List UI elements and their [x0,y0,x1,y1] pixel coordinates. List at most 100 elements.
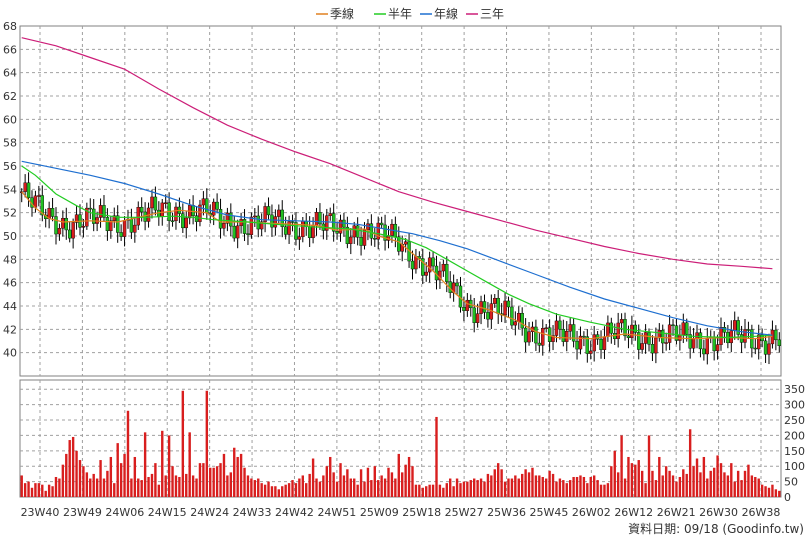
candle-body [150,196,154,209]
candle-body [64,218,68,231]
volume-tick-label: 0 [784,491,791,504]
candle-body [225,212,230,224]
candle-body [352,225,356,238]
price-tick-label: 44 [3,300,17,313]
volume-bar [301,475,305,497]
volume-bar [438,484,442,497]
price-axis: 40 42 44 46 48 50 52 54 56 58 60 62 64 66 68 [3,20,17,360]
volume-bar [253,480,257,497]
volume-bar [760,484,764,497]
price-tick-label: 42 [3,323,17,336]
candle-body [551,335,555,342]
candle-body [266,206,271,216]
volume-bar [740,480,743,497]
volume-bar [322,475,325,497]
volume-bar [767,487,771,497]
candle-body [129,218,134,233]
volume-frame [19,379,782,498]
volume-bar [239,453,243,497]
volume-bar [531,467,534,497]
volume-bar [34,483,37,497]
candle-body [599,338,603,350]
candle-body [496,297,500,314]
candle-body [345,226,350,244]
candle-body [719,327,723,345]
candle-body [235,225,240,239]
volume-bar [479,478,483,497]
candle-body [575,340,579,350]
candle-body [438,270,442,281]
volume-bar [226,475,229,497]
volume-bar [757,478,760,497]
volume-bar [616,472,620,497]
volume-bar [119,463,123,497]
volume-bar [41,484,44,497]
volume-bar [394,478,397,497]
volume-bar [349,478,352,497]
candle-body [763,340,768,355]
x-tick-label: 26W38 [742,506,781,519]
candle-body [376,222,380,240]
candle-body [184,217,188,229]
candle-body [674,325,679,341]
candle-body [698,332,703,350]
candle-body [249,216,254,235]
volume-bar [284,484,287,497]
volume-bar [185,473,188,497]
x-tick-label: 24W33 [233,506,272,519]
volume-bar [435,416,438,497]
volume-tick-label: 50 [784,476,798,489]
volume-bar [243,467,246,497]
candle-body [544,327,548,329]
volume-bar [20,475,23,497]
candle-body [33,195,38,208]
volume-bar [637,460,640,497]
volume-bar [85,472,89,497]
price-tick-label: 52 [3,207,17,220]
volume-bar [678,476,682,497]
volume-bar [65,453,68,497]
x-tick-label: 26W02 [572,506,611,519]
volume-bar [736,470,740,497]
volume-bar [380,475,383,497]
volume-bar [764,486,767,497]
candle-body [253,215,257,218]
price-tick-label: 68 [3,20,17,33]
volume-bar [30,487,34,497]
candle-body [136,207,140,226]
volume-bar [27,481,30,497]
candle-body [307,226,312,239]
volume-bar [267,481,270,497]
volume-bar [257,478,260,497]
candle-body [623,319,627,337]
candle-body [349,236,353,244]
candle-body [287,221,291,235]
price-tick-label: 58 [3,137,17,150]
legend-label: 年線 [434,6,458,21]
x-tick-label: 25W09 [360,506,399,519]
volume-bar [644,483,647,497]
volume-bar [174,475,178,497]
candle-body [455,282,459,287]
volume-bar [68,440,71,497]
candle-body [74,214,79,223]
volume-bar [161,430,164,497]
volume-bar [277,489,281,497]
candle-body [383,224,387,241]
candle-body [109,220,113,232]
candle-body [722,327,727,333]
volume-bar [514,475,517,497]
volume-bar [397,453,400,497]
volume-bar [620,435,623,497]
volume-bar [335,481,339,497]
volume-bar [695,458,699,497]
volume-bar [51,486,54,497]
volume-bar [102,478,106,497]
volume-bar [551,473,555,497]
price-tick-label: 60 [3,113,17,126]
candle-body [50,208,55,217]
candle-body [523,327,528,343]
volume-bar [47,484,51,497]
volume-bar [582,476,586,497]
volume-tick-label: 300 [784,399,805,412]
